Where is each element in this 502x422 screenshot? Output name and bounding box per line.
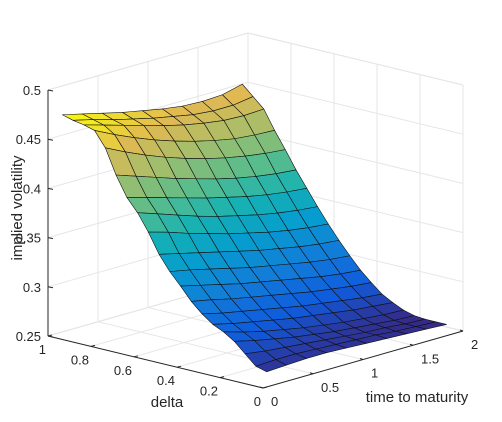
z-tick-label: 0.25 bbox=[16, 329, 41, 344]
z-tick-mark bbox=[47, 138, 54, 141]
y-tick-mark bbox=[409, 343, 414, 346]
z-tick-label: 0.35 bbox=[16, 231, 41, 246]
x-axis-line bbox=[47, 335, 264, 389]
y-tick-label: 1.5 bbox=[421, 351, 439, 366]
z-tick-label: 0.4 bbox=[23, 181, 41, 196]
y-tick-mark bbox=[259, 386, 264, 389]
x-tick-mark bbox=[219, 376, 225, 379]
z-tick-mark bbox=[47, 335, 54, 338]
x-tick-label: 0 bbox=[254, 394, 261, 409]
z-tick-mark bbox=[47, 237, 54, 240]
y-tick-mark bbox=[459, 329, 464, 332]
z-tick-label: 0.3 bbox=[23, 280, 41, 295]
y-tick-label: 1 bbox=[371, 366, 378, 381]
z-axis-label: implied volatility bbox=[9, 155, 26, 261]
x-tick-label: 0.8 bbox=[71, 352, 89, 367]
axes-box-front bbox=[47, 89, 464, 389]
y-axis-label: time to maturity bbox=[366, 389, 469, 406]
tick-labels: 0 0.2 0.4 0.6 0.8 1 0 0.5 1 1.5 2 0.25 0.3 0.35 0.4 0.4… bbox=[16, 83, 479, 409]
z-tick-mark bbox=[47, 89, 54, 92]
z-tick-mark bbox=[47, 286, 54, 289]
x-tick-mark bbox=[176, 365, 182, 368]
y-tick-mark bbox=[309, 372, 314, 375]
x-tick-label: 0.4 bbox=[157, 373, 175, 388]
x-tick-label: 0.6 bbox=[114, 363, 132, 378]
x-tick-label: 1 bbox=[39, 342, 46, 357]
x-tick-mark bbox=[262, 386, 268, 389]
x-tick-mark bbox=[133, 355, 139, 358]
z-tick-label: 0.45 bbox=[16, 132, 41, 147]
y-tick-label: 0.5 bbox=[321, 380, 339, 395]
z-tick-label: 0.5 bbox=[23, 83, 41, 98]
x-axis-label: delta bbox=[151, 394, 184, 411]
y-tick-mark bbox=[359, 358, 364, 360]
z-grid-line bbox=[47, 32, 464, 91]
surface-patch bbox=[255, 359, 287, 373]
x-tick-label: 0.2 bbox=[200, 384, 218, 399]
z-tick-mark bbox=[47, 187, 54, 190]
y-tick-label: 0 bbox=[271, 394, 278, 409]
y-tick-label: 2 bbox=[471, 337, 478, 352]
x-tick-mark bbox=[90, 344, 96, 347]
surface bbox=[61, 83, 447, 373]
